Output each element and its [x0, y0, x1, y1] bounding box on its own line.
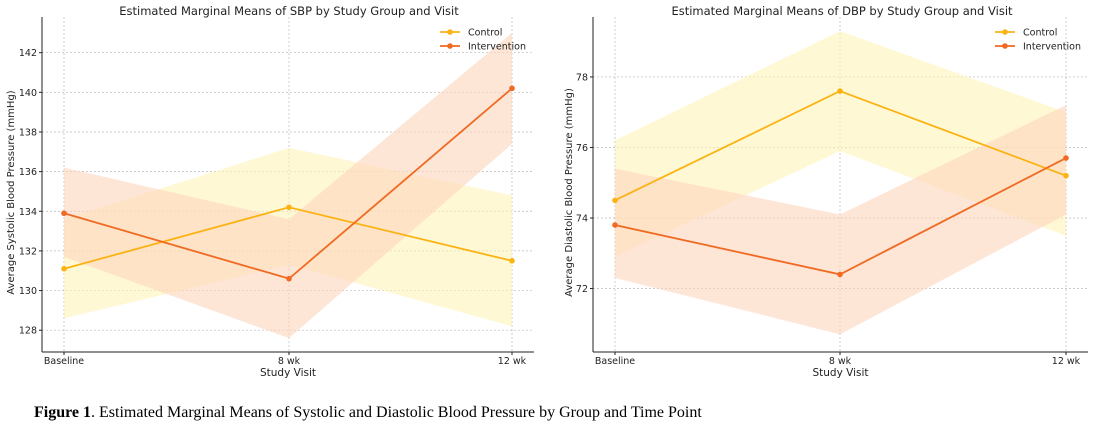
- y-tick-label: 128: [19, 326, 37, 337]
- legend-label-intervention: Intervention: [1023, 42, 1081, 53]
- y-tick-label: 134: [19, 207, 37, 218]
- chart-title: Estimated Marginal Means of SBP by Study…: [119, 4, 459, 18]
- chart-panel-sbp: 128 130 132 134 136 138 140 142 Baseline 8 wk 12 w…: [6, 4, 534, 379]
- data-point-intervention: [612, 222, 618, 228]
- y-tick-label: 74: [576, 214, 588, 225]
- y-tick-label: 140: [19, 88, 37, 99]
- confidence-band-intervention: [64, 32, 512, 339]
- y-tick-label: 76: [576, 143, 588, 154]
- legend: Control Intervention: [440, 28, 526, 53]
- data-point-control: [286, 204, 292, 211]
- x-tick-label: Baseline: [44, 356, 84, 367]
- confidence-band-intervention: [615, 105, 1066, 335]
- legend-marker-intervention: [1002, 43, 1008, 49]
- y-tick-label: 78: [576, 72, 588, 83]
- x-tick-label: 12 wk: [1052, 356, 1081, 367]
- chart-title: Estimated Marginal Means of DBP by Study…: [671, 4, 1013, 18]
- data-point-control: [837, 88, 843, 94]
- data-point-intervention: [286, 275, 292, 282]
- legend: Control Intervention: [995, 28, 1081, 53]
- x-tick-label: 8 wk: [829, 356, 852, 367]
- legend-marker-control: [1002, 29, 1008, 35]
- x-axis-label: Study Visit: [260, 367, 316, 379]
- chart-panel-dbp: 72 74 76 78 Baseline 8 wk 12 wk Estimated Margi…: [564, 4, 1088, 379]
- figure-caption: Figure 1. Estimated Marginal Means of Sy…: [34, 404, 702, 422]
- data-point-intervention: [1063, 155, 1069, 161]
- data-point-control: [1063, 172, 1069, 179]
- y-tick-label: 72: [576, 284, 588, 295]
- x-axis-label: Study Visit: [812, 367, 868, 379]
- y-tick-label: 130: [19, 286, 37, 297]
- y-axis-label: Average Diastolic Blood Pressure (mmHg): [564, 88, 575, 297]
- legend-marker-control: [447, 29, 453, 35]
- y-tick-label: 132: [19, 246, 37, 257]
- legend-label-intervention: Intervention: [468, 42, 526, 53]
- x-tick-label: 8 wk: [278, 356, 301, 367]
- legend-label-control: Control: [1023, 28, 1057, 39]
- y-tick-label: 142: [19, 48, 37, 59]
- legend-marker-intervention: [447, 43, 453, 49]
- figure-caption-label: Figure 1: [34, 404, 92, 421]
- data-point-control: [612, 197, 618, 204]
- x-tick-label: 12 wk: [498, 356, 527, 367]
- y-axis-label: Average Systolic Blood Pressure (mmHg): [6, 90, 17, 295]
- data-point-intervention: [509, 85, 515, 92]
- legend-label-control: Control: [468, 28, 502, 39]
- y-tick-label: 138: [19, 127, 37, 138]
- data-point-intervention: [837, 271, 843, 278]
- x-tick-label: Baseline: [595, 356, 635, 367]
- data-point-intervention: [61, 210, 67, 217]
- y-tick-label: 136: [19, 167, 37, 178]
- data-point-control: [509, 258, 515, 264]
- figure-caption-text: . Estimated Marginal Means of Systolic a…: [91, 404, 702, 421]
- data-point-control: [61, 265, 67, 272]
